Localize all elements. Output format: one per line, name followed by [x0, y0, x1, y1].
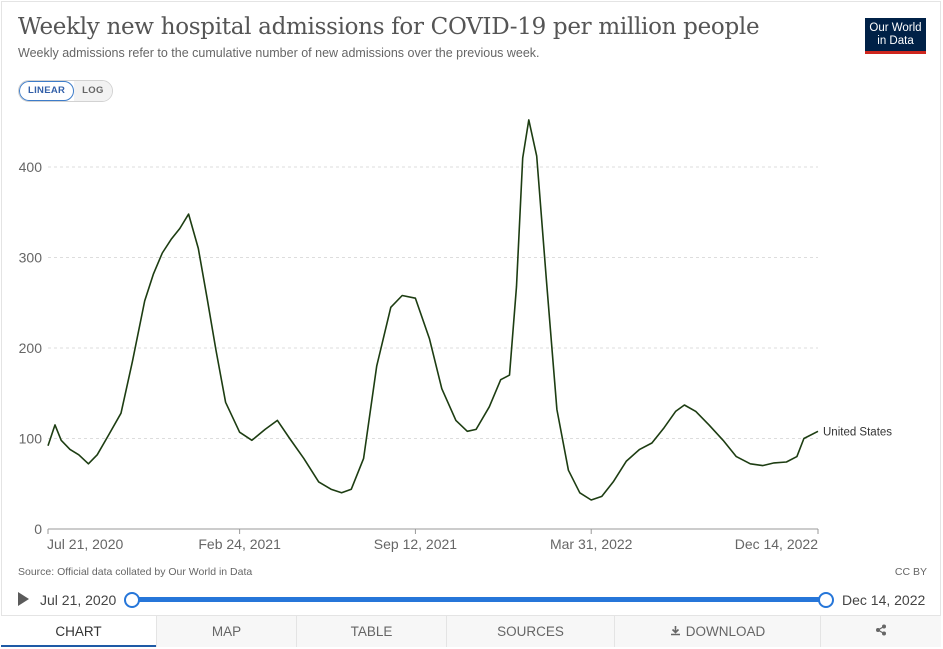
y-tick-label: 100	[19, 431, 43, 447]
x-tick-label: Feb 24, 2021	[198, 536, 281, 552]
owid-logo[interactable]: Our World in Data	[865, 18, 926, 54]
license-link[interactable]: CC BY	[894, 566, 927, 578]
timeline-start-label: Jul 21, 2020	[40, 592, 117, 608]
line-chart: 0 100 200 300 400 Jul 21, 2020 Feb 24, 2021 Sep…	[19, 119, 892, 552]
share-button[interactable]	[820, 616, 941, 647]
tab-sources[interactable]: SOURCES	[446, 616, 614, 647]
log-scale-button[interactable]: LOG	[74, 81, 112, 101]
source-note[interactable]: Source: Official data collated by Our Wo…	[18, 566, 253, 578]
tab-download[interactable]: DOWNLOAD	[614, 616, 820, 647]
logo-line-1: Our World	[869, 22, 922, 34]
timeline-end-handle[interactable]	[818, 592, 834, 608]
tab-chart[interactable]: CHART	[1, 616, 156, 647]
download-label: DOWNLOAD	[685, 624, 766, 639]
x-tick-label: Sep 12, 2021	[374, 536, 458, 552]
linear-scale-button[interactable]: LINEAR	[19, 81, 75, 101]
timeline-track[interactable]	[131, 597, 826, 602]
y-tick-label: 400	[19, 159, 43, 175]
chart-subtitle: Weekly admissions refer to the cumulativ…	[18, 46, 540, 60]
series-line-united-states	[47, 119, 819, 501]
x-tick-label: Dec 14, 2022	[735, 536, 818, 552]
y-tick-label: 0	[34, 521, 42, 537]
play-icon[interactable]	[18, 592, 29, 606]
tab-map[interactable]: MAP	[156, 616, 296, 647]
tab-table[interactable]: TABLE	[296, 616, 446, 647]
y-tick-label: 200	[19, 340, 43, 356]
timeline-end-label: Dec 14, 2022	[842, 592, 926, 608]
series-label-united-states: United States	[823, 426, 892, 438]
x-tick-label: Jul 21, 2020	[47, 536, 123, 552]
x-tick-label: Mar 31, 2022	[550, 536, 633, 552]
y-tick-label: 300	[19, 250, 43, 266]
scale-toggle: LINEAR LOG	[18, 80, 113, 102]
chart-title: Weekly new hospital admissions for COVID…	[18, 14, 760, 40]
tab-bar: CHART MAP TABLE SOURCES DOWNLOAD	[1, 615, 941, 647]
timeline: Jul 21, 2020 Dec 14, 2022	[0, 586, 943, 614]
timeline-start-handle[interactable]	[124, 592, 140, 608]
share-icon	[875, 624, 887, 639]
download-icon	[670, 617, 681, 648]
logo-line-2: in Data	[877, 34, 914, 47]
